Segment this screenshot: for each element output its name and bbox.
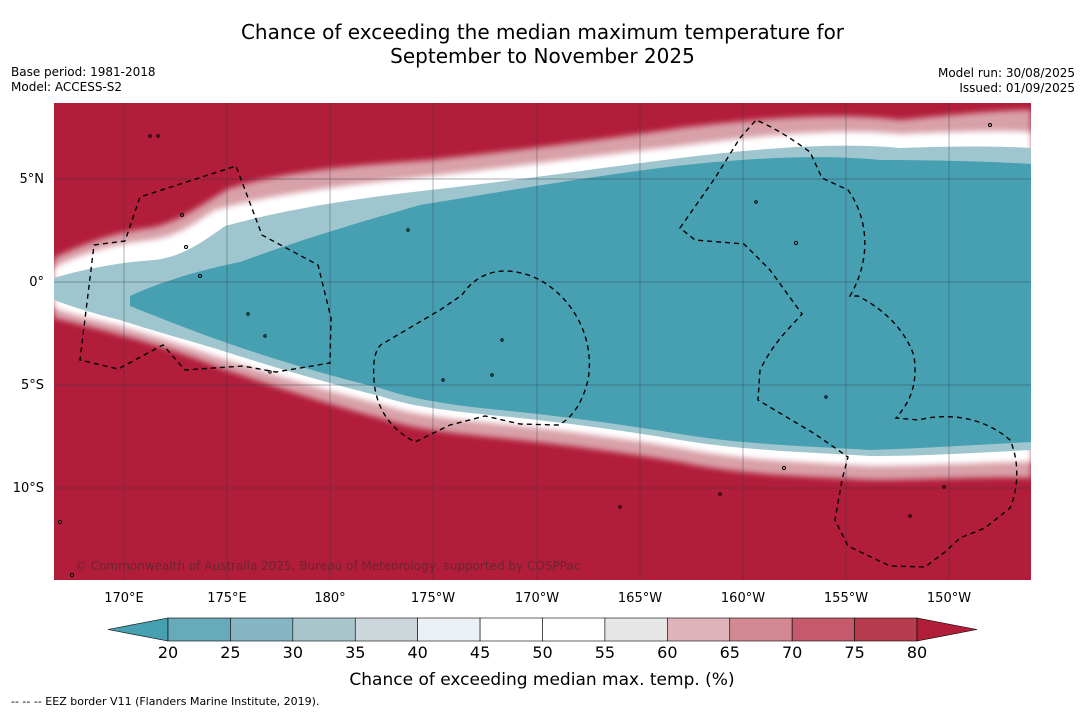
lon-label: 180° (314, 591, 345, 606)
island (69, 572, 75, 578)
island (500, 338, 504, 342)
colorbar-cell (604, 617, 668, 642)
island (246, 312, 250, 316)
eez-footnote: -- -- -- EEZ border V11 (Flanders Marine… (11, 695, 320, 708)
copyright-notice: © Commonwealth of Australia 2025, Bureau… (75, 559, 580, 573)
colorbar-cell (854, 617, 918, 642)
colorbar-tick-label: 25 (220, 643, 240, 662)
island (618, 505, 622, 509)
colorbar-cell (667, 617, 731, 642)
island (908, 514, 912, 518)
island (988, 123, 992, 127)
colorbar-tick-label: 70 (782, 643, 802, 662)
island (781, 465, 787, 471)
colorbar-cell (292, 617, 356, 642)
colorbar-tick-label: 80 (907, 643, 927, 662)
lon-label: 150°W (927, 591, 971, 606)
colorbar-left-extension (107, 617, 169, 642)
colorbar-tick-label: 20 (158, 643, 178, 662)
colorbar-tick-label: 60 (657, 643, 677, 662)
lon-label: 160°W (721, 591, 765, 606)
lon-label: 155°W (824, 591, 868, 606)
island (198, 274, 202, 278)
model-name: Model: ACCESS-S2 (11, 80, 123, 94)
base-info: Base period: 1981-2018 Model: ACCESS-S2 (11, 65, 156, 95)
colorbar-tick-label: 40 (407, 643, 427, 662)
graticule (54, 103, 1031, 580)
island (148, 134, 152, 138)
run-info: Model run: 30/08/2025 Issued: 01/09/2025 (938, 66, 1075, 96)
island (490, 373, 494, 377)
lat-label: 10°S (13, 481, 44, 496)
island (263, 334, 267, 338)
island (942, 485, 946, 489)
model-run: Model run: 30/08/2025 (937, 66, 1075, 80)
colorbar-tick-label: 55 (595, 643, 615, 662)
colorbar-cell (729, 617, 793, 642)
latitude-labels: 5°N 0° 5°S 10°S (13, 172, 44, 496)
island (156, 134, 160, 138)
colorbar-tick-label: 45 (470, 643, 490, 662)
lat-label: 5°S (21, 378, 44, 393)
island (824, 395, 828, 399)
colorbar-tick-label: 35 (345, 643, 365, 662)
colorbar-cell (479, 617, 543, 642)
colorbar-tick-label: 50 (532, 643, 552, 662)
map-title: Chance of exceeding the median maximum t… (0, 20, 1085, 68)
colorbar-cell (230, 617, 294, 642)
lat-label: 5°N (20, 172, 45, 187)
lon-label: 170°W (515, 591, 559, 606)
colorbar-cell (354, 617, 418, 642)
lon-label: 165°W (618, 591, 662, 606)
title-line-1: Chance of exceeding the median maximum t… (240, 20, 845, 44)
colorbar-right-extension (916, 617, 978, 642)
island (184, 245, 188, 249)
colorbar-tick-label: 75 (844, 643, 864, 662)
colorbar-cell (542, 617, 606, 642)
island (718, 492, 722, 496)
island-outlines (57, 123, 992, 578)
colorbar-cells (167, 617, 918, 642)
colorbar-cell (791, 617, 855, 642)
colorbar-ticks: 20 25 30 35 40 45 50 55 60 65 70 75 80 (158, 643, 927, 662)
island (57, 519, 63, 525)
eez-boundary (79, 165, 332, 373)
colorbar-tick-label: 65 (720, 643, 740, 662)
island (268, 370, 272, 374)
lon-label: 175°E (207, 591, 247, 606)
island (754, 200, 758, 204)
island (406, 228, 410, 232)
colorbar-cell (417, 617, 481, 642)
island (793, 240, 799, 246)
colorbar-label: Chance of exceeding median max. temp. (%… (349, 670, 734, 690)
lon-label: 175°W (411, 591, 455, 606)
eez-boundary (372, 270, 591, 443)
longitude-labels: 170°E 175°E 180° 175°W 170°W 165°W 160°W… (104, 591, 971, 606)
island (441, 378, 445, 382)
colorbar-cell (167, 617, 231, 642)
title-line-2: September to November 2025 (390, 44, 695, 68)
lon-label: 170°E (104, 591, 144, 606)
eez-boundary (679, 119, 1018, 568)
below-median-region (130, 157, 1031, 451)
lat-label: 0° (29, 275, 44, 290)
colorbar-tick-label: 30 (283, 643, 303, 662)
base-period: Base period: 1981-2018 (11, 65, 156, 79)
island (180, 213, 184, 217)
colorbar: 20 25 30 35 40 45 50 55 60 65 70 75 80 Chance of exc… (107, 617, 978, 690)
map-plot-area: © Commonwealth of Australia 2025, Bureau… (54, 103, 1031, 580)
eez-borders (79, 119, 1018, 568)
issued-date: Issued: 01/09/2025 (959, 81, 1075, 95)
